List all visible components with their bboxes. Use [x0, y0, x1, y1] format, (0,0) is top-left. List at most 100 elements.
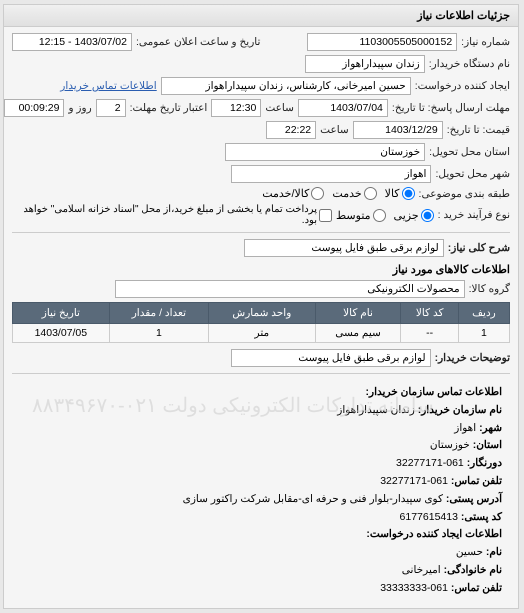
- table-cell: 1: [459, 324, 510, 343]
- c-province-label: استان:: [474, 439, 503, 451]
- c-phone: 061-32277171: [381, 475, 449, 487]
- radio-service-input[interactable]: [365, 187, 378, 200]
- radio-both-input[interactable]: [312, 187, 325, 200]
- contact-section2-title: اطلاعات ایجاد کننده درخواست:: [367, 528, 503, 540]
- c-cphone: 061-33333333: [381, 582, 449, 594]
- radio-medium-input[interactable]: [374, 209, 387, 222]
- validity-label: اعتبار تاریخ مهلت:: [131, 102, 209, 114]
- divider-1: [13, 232, 511, 233]
- announce-label: تاریخ و ساعت اعلان عمومی:: [137, 36, 261, 48]
- announce-input[interactable]: [13, 33, 133, 51]
- c-address-label: آدرس پستی:: [447, 493, 503, 505]
- buyer-note-label: توضیحات خریدار:: [436, 352, 511, 364]
- row-need-title: شرح کلی نیاز:: [13, 239, 511, 257]
- time-label-1: ساعت: [266, 102, 295, 114]
- c-prefix-label: دورنگار:: [468, 457, 503, 469]
- requester-input[interactable]: [162, 77, 412, 95]
- radio-medium[interactable]: متوسط: [337, 209, 387, 222]
- need-title-label: شرح کلی نیاز:: [449, 242, 511, 254]
- row-price-until: قیمت: تا تاریخ: ساعت: [13, 121, 511, 139]
- requester-label: ایجاد کننده درخواست:: [416, 80, 511, 92]
- price-until-label: قیمت: تا تاریخ:: [448, 124, 511, 136]
- deadline-label: مهلت ارسال پاسخ: تا تاریخ:: [393, 102, 511, 114]
- row-city: شهر محل تحویل:: [13, 165, 511, 183]
- price-date-input[interactable]: [354, 121, 444, 139]
- remaining-time-input[interactable]: [5, 99, 65, 117]
- divider-2: [13, 373, 511, 374]
- row-goods-group: گروه کالا:: [13, 280, 511, 298]
- table-cell: 1403/07/05: [14, 324, 111, 343]
- buyer-org-input[interactable]: [306, 55, 426, 73]
- table-header-cell: تعداد / مقدار: [110, 303, 209, 324]
- row-buyer-note: توضیحات خریدار:: [13, 349, 511, 367]
- c-org-label: نام سازمان خریدار:: [419, 404, 503, 416]
- radio-kala[interactable]: کالا: [386, 187, 416, 200]
- c-org: زندان سپیداراهواز: [338, 404, 416, 416]
- contact-block: سامانه تدارکات الکترونیکی دولت ۰۲۱-۸۸۳۴۹…: [13, 380, 511, 602]
- row-subject-class: طبقه بندی موضوعی: کالا خدمت کالا/خدمت: [13, 187, 511, 200]
- province-label: استان محل تحویل:: [430, 146, 511, 158]
- remaining-label: روز و: [69, 102, 92, 114]
- c-city-label: شهر:: [480, 422, 503, 434]
- deadline-time-input[interactable]: [212, 99, 262, 117]
- radio-both[interactable]: کالا/خدمت: [263, 187, 325, 200]
- items-section-title: اطلاعات کالاهای مورد نیاز: [13, 263, 511, 276]
- time-label-2: ساعت: [321, 124, 350, 136]
- radio-partial[interactable]: جزیی: [395, 209, 435, 222]
- table-cell: --: [402, 324, 460, 343]
- table-header-cell: کد کالا: [402, 303, 460, 324]
- row-deadline: مهلت ارسال پاسخ: تا تاریخ: ساعت اعتبار ت…: [13, 99, 511, 117]
- items-table: ردیفکد کالانام کالاواحد شمارشتعداد / مقد…: [13, 302, 511, 343]
- row-province: استان محل تحویل:: [13, 143, 511, 161]
- buyer-note-input[interactable]: [232, 349, 432, 367]
- c-postal: 6177615413: [401, 511, 459, 523]
- c-phone-label: تلفن تماس:: [452, 475, 503, 487]
- validity-days-input[interactable]: [97, 99, 127, 117]
- radio-partial-input[interactable]: [422, 209, 435, 222]
- need-no-label: شماره نیاز:: [462, 36, 511, 48]
- panel-body: شماره نیاز: تاریخ و ساعت اعلان عمومی: نا…: [5, 27, 519, 608]
- c-province: خوزستان: [431, 439, 471, 451]
- c-city: اهواز: [455, 422, 477, 434]
- goods-group-input[interactable]: [116, 280, 466, 298]
- buyer-org-label: نام دستگاه خریدار:: [430, 58, 511, 70]
- buy-process-radio-group: جزیی متوسط: [337, 209, 435, 222]
- subject-radio-group: کالا خدمت کالا/خدمت: [263, 187, 415, 200]
- contact-link[interactable]: اطلاعات تماس خریدار: [61, 80, 157, 92]
- panel-title: جزئیات اطلاعات نیاز: [5, 5, 519, 27]
- radio-kala-input[interactable]: [403, 187, 416, 200]
- buy-process-checkbox[interactable]: [320, 209, 333, 222]
- subject-class-label: طبقه بندی موضوعی:: [420, 188, 511, 200]
- goods-group-label: گروه کالا:: [470, 283, 511, 295]
- c-fname-label: نام:: [487, 546, 503, 558]
- buy-process-label: نوع فرآیند خرید :: [439, 209, 511, 221]
- table-cell: سیم مسی: [316, 324, 402, 343]
- c-prefix: 061-32277171: [397, 457, 465, 469]
- table-body: 1--سیم مسیمتر11403/07/05: [14, 324, 511, 343]
- row-buyer-org: نام دستگاه خریدار:: [13, 55, 511, 73]
- buy-process-note-check[interactable]: پرداخت تمام یا بخشی از مبلغ خرید،از محل …: [13, 204, 333, 226]
- table-header-cell: ردیف: [459, 303, 510, 324]
- need-no-input[interactable]: [308, 33, 458, 51]
- table-cell: متر: [210, 324, 317, 343]
- c-fname: حسین: [457, 546, 484, 558]
- c-cphone-label: تلفن تماس:: [452, 582, 503, 594]
- province-input[interactable]: [226, 143, 426, 161]
- city-input[interactable]: [232, 165, 432, 183]
- c-address: کوی سپیدار-بلوار فنی و حرفه ای-مقابل شرک…: [184, 493, 444, 505]
- deadline-date-input[interactable]: [299, 99, 389, 117]
- table-header-row: ردیفکد کالانام کالاواحد شمارشتعداد / مقد…: [14, 303, 511, 324]
- table-header-cell: تاریخ نیاز: [14, 303, 111, 324]
- price-time-input[interactable]: [267, 121, 317, 139]
- city-label: شهر محل تحویل:: [436, 168, 511, 180]
- contact-section1-title: اطلاعات تماس سازمان خریدار:: [367, 386, 503, 398]
- row-requester: ایجاد کننده درخواست: اطلاعات تماس خریدار: [13, 77, 511, 95]
- need-title-input[interactable]: [245, 239, 445, 257]
- table-header-cell: واحد شمارش: [210, 303, 317, 324]
- table-header-cell: نام کالا: [316, 303, 402, 324]
- need-details-panel: جزئیات اطلاعات نیاز شماره نیاز: تاریخ و …: [4, 4, 520, 609]
- c-lname-label: نام خانوادگی:: [445, 564, 503, 576]
- table-row[interactable]: 1--سیم مسیمتر11403/07/05: [14, 324, 511, 343]
- radio-service[interactable]: خدمت: [333, 187, 377, 200]
- row-buy-process: نوع فرآیند خرید : جزیی متوسط پرداخت تمام…: [13, 204, 511, 226]
